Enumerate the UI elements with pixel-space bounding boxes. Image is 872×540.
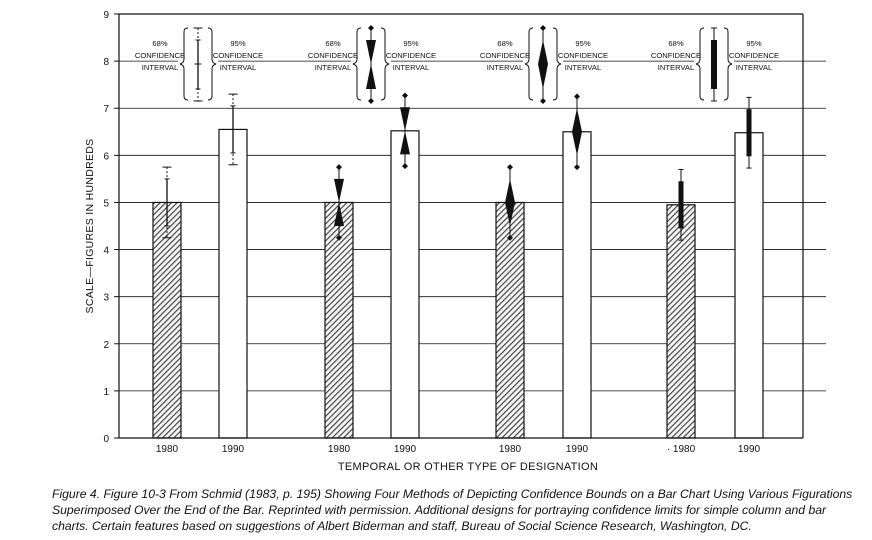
y-tick-label: 6 bbox=[103, 151, 109, 162]
legend-label-68: CONFIDENCE bbox=[480, 51, 530, 60]
bar-open bbox=[562, 131, 592, 439]
bar-hatched bbox=[152, 201, 182, 439]
left-brace bbox=[524, 27, 534, 101]
bar-chart-with-confidence-intervals: 1980 1990 1980 1990 1980 1990 · 1980 1990 68% 95… bbox=[84, 10, 826, 473]
legend-label-68: 68% bbox=[325, 39, 340, 48]
legend-label-68: INTERVAL bbox=[658, 63, 694, 72]
bar-open bbox=[390, 130, 420, 439]
left-brace bbox=[352, 27, 362, 101]
ci68-upper-triangle bbox=[334, 178, 344, 203]
legend-label-68: 68% bbox=[152, 39, 167, 48]
legend-label-68: CONFIDENCE bbox=[308, 51, 358, 60]
legend-label-95: INTERVAL bbox=[736, 63, 772, 72]
axes: 0 1 2 3 4 5 6 7 8 9 bbox=[103, 10, 804, 445]
legend-label-95: 95% bbox=[575, 39, 590, 48]
x-tick-label: 1990 bbox=[566, 444, 589, 455]
legend-label-95: INTERVAL bbox=[220, 63, 256, 72]
bar-open bbox=[734, 132, 764, 439]
legend-key: 68% 95% CONFIDENCE CONFIDENCE INTERVAL INTERV… bbox=[135, 27, 263, 102]
y-tick-label: 9 bbox=[103, 10, 109, 21]
ci95-bottom-marker bbox=[336, 234, 342, 241]
legend-label-95: INTERVAL bbox=[565, 63, 601, 72]
legend-label-95: 95% bbox=[746, 39, 761, 48]
x-tick-label: · 1980 bbox=[667, 444, 696, 455]
y-tick-label: 0 bbox=[103, 434, 109, 445]
x-tick-label: 1980 bbox=[156, 444, 179, 455]
y-tick-label: 8 bbox=[103, 57, 109, 68]
legend-label-95: CONFIDENCE bbox=[213, 51, 263, 60]
legend-upper-triangle bbox=[366, 40, 376, 64]
right-brace bbox=[207, 27, 217, 101]
legend-label-95: INTERVAL bbox=[393, 63, 429, 72]
y-tick-label: 1 bbox=[103, 387, 109, 398]
legend-top-marker bbox=[540, 25, 546, 31]
x-tick-label: 1980 bbox=[499, 444, 522, 455]
y-tick-label: 3 bbox=[103, 293, 109, 304]
legend-label-95: 95% bbox=[230, 39, 245, 48]
legend-label-68: CONFIDENCE bbox=[651, 51, 701, 60]
legend-lower-triangle bbox=[366, 64, 376, 89]
legend-label-95: CONFIDENCE bbox=[729, 51, 779, 60]
ci68-solid-bar bbox=[678, 181, 684, 229]
legend-label-68: INTERVAL bbox=[142, 63, 178, 72]
left-brace bbox=[179, 27, 189, 101]
right-brace bbox=[380, 27, 390, 101]
legend-label-95: CONFIDENCE bbox=[386, 51, 436, 60]
legend-key: 68% 95% CONFIDENCE CONFIDENCE INTERVAL INTERV… bbox=[480, 25, 608, 104]
figure-caption: Figure 4. Figure 10-3 From Schmid (1983,… bbox=[52, 487, 853, 533]
legend-label-95: CONFIDENCE bbox=[558, 51, 608, 60]
legend-key: 68% 95% CONFIDENCE CONFIDENCE INTERVAL INTERV… bbox=[308, 25, 436, 104]
ci95-top-marker bbox=[507, 164, 513, 171]
legend-bottom-marker bbox=[368, 98, 374, 104]
x-tick-label: 1990 bbox=[738, 444, 761, 455]
ci68-lower-triangle bbox=[400, 130, 410, 155]
legends: 68% 95% CONFIDENCE CONFIDENCE INTERVAL INTERV… bbox=[135, 25, 779, 104]
bar-open bbox=[218, 128, 248, 439]
ci95-bottom-marker bbox=[402, 163, 408, 170]
ci68-diamond bbox=[505, 178, 515, 226]
left-brace bbox=[695, 27, 705, 101]
right-brace bbox=[552, 27, 562, 101]
y-tick-label: 7 bbox=[103, 104, 109, 115]
x-tick-label: 1980 bbox=[328, 444, 351, 455]
legend-label-68: CONFIDENCE bbox=[135, 51, 185, 60]
legend-top-marker bbox=[368, 25, 374, 31]
legend-label-68: INTERVAL bbox=[315, 63, 351, 72]
y-tick-label: 2 bbox=[103, 340, 109, 351]
y-tick-label: 5 bbox=[103, 198, 109, 209]
legend-solid-bar bbox=[711, 40, 717, 89]
bars: 1980 1990 1980 1990 1980 1990 · 1980 1990 bbox=[152, 128, 764, 455]
ci68-upper-triangle bbox=[400, 107, 410, 131]
ci68-lower-triangle bbox=[334, 202, 344, 226]
y-axis-title: SCALE—FIGURES IN HUNDREDS bbox=[84, 139, 96, 314]
legend-label-68: 68% bbox=[668, 39, 683, 48]
ci95-top-marker bbox=[402, 92, 408, 99]
x-axis-title: TEMPORAL OR OTHER TYPE OF DESIGNATION bbox=[338, 461, 598, 473]
legend-key: 68% 95% CONFIDENCE CONFIDENCE INTERVAL INTERV… bbox=[651, 27, 779, 102]
ci68-solid-bar bbox=[746, 109, 752, 157]
ci95-bottom-marker bbox=[574, 164, 580, 171]
confidence-markers bbox=[162, 92, 752, 241]
x-tick-label: 1990 bbox=[222, 444, 245, 455]
ci68-diamond bbox=[572, 108, 582, 156]
y-tick-label: 4 bbox=[103, 246, 109, 257]
legend-label-95: 95% bbox=[403, 39, 418, 48]
ci95-top-marker bbox=[336, 164, 342, 171]
ci95-bottom-marker bbox=[507, 234, 513, 241]
axis-labels: TEMPORAL OR OTHER TYPE OF DESIGNATION SC… bbox=[84, 139, 598, 473]
legend-label-68: INTERVAL bbox=[487, 63, 523, 72]
legend-diamond bbox=[538, 40, 548, 89]
bar-hatched bbox=[495, 201, 525, 439]
x-tick-label: 1990 bbox=[394, 444, 417, 455]
right-brace bbox=[723, 27, 733, 101]
ci95-top-marker bbox=[574, 93, 580, 100]
legend-label-68: 68% bbox=[497, 39, 512, 48]
legend-bottom-marker bbox=[540, 98, 546, 104]
